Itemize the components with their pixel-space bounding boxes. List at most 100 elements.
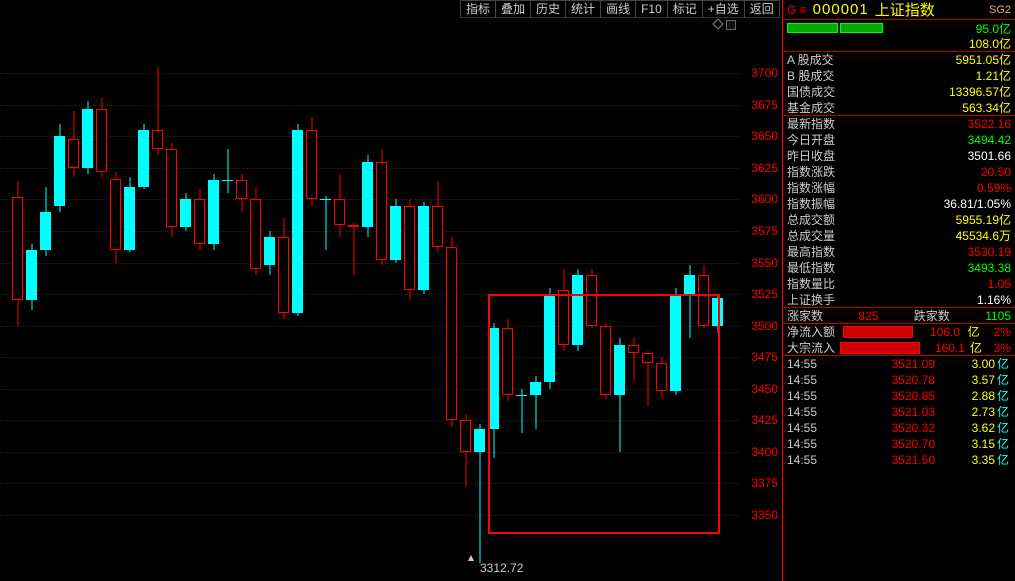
candle[interactable]	[264, 231, 275, 275]
value: 3493.38	[968, 260, 1011, 276]
low-annotation: 3312.72	[480, 561, 523, 575]
tick-feed: 14:553521.093.00亿14:553520.783.57亿14:553…	[783, 356, 1015, 468]
tick-unit: 亿	[995, 372, 1011, 388]
candle[interactable]	[320, 196, 331, 250]
diamond-icon[interactable]	[712, 18, 723, 29]
y-tick: 3625	[751, 161, 778, 175]
tick-price: 3520.85	[833, 388, 935, 404]
info-row: 指数涨幅0.59%	[783, 180, 1015, 196]
info-row: 总成交量45534.6万	[783, 228, 1015, 244]
tick-row: 14:553521.503.35亿	[783, 452, 1015, 468]
candle[interactable]	[334, 174, 345, 237]
gridline	[0, 73, 740, 74]
inflow-unit: 亿	[967, 324, 979, 340]
menu-标记[interactable]: 标记	[668, 1, 703, 18]
tick-row: 14:553521.093.00亿	[783, 356, 1015, 372]
candle[interactable]	[110, 172, 121, 263]
candle[interactable]	[96, 98, 107, 176]
y-tick: 3425	[751, 413, 778, 427]
y-tick: 3575	[751, 224, 778, 238]
stock-name[interactable]: 上证指数	[875, 0, 935, 20]
menu-历史[interactable]: 历史	[531, 1, 566, 18]
inflow-row: 净流入额106.0亿2%	[783, 324, 1015, 340]
menu-统计[interactable]: 统计	[566, 1, 601, 18]
value: 563.34亿	[962, 100, 1011, 116]
tick-time: 14:55	[787, 452, 833, 468]
value: 1.05	[988, 276, 1011, 292]
info-row: 基金成交563.34亿	[783, 100, 1015, 116]
candle[interactable]	[194, 189, 205, 250]
menu-F10[interactable]: F10	[636, 1, 668, 18]
menu-+自选[interactable]: +自选	[703, 1, 745, 18]
info-row: 国债成交13396.57亿	[783, 84, 1015, 100]
candle[interactable]	[26, 244, 37, 311]
bar-val-2: 108.0亿	[957, 35, 1011, 52]
candle[interactable]	[306, 117, 317, 205]
candle[interactable]	[362, 155, 373, 237]
vol-bars-2: 108.0亿	[783, 36, 1015, 52]
tick-price: 3521.03	[833, 404, 935, 420]
candle[interactable]	[418, 202, 429, 294]
candle[interactable]	[404, 199, 415, 300]
candle[interactable]	[460, 414, 471, 487]
inflow-val: 106.0	[920, 324, 960, 340]
stock-code[interactable]: 000001	[813, 1, 869, 18]
info-row: 指数量比 1.05	[783, 276, 1015, 292]
candle[interactable]	[348, 222, 359, 275]
label: 指数量比	[787, 276, 835, 292]
tick-vol: 3.00	[935, 356, 995, 372]
arrow-up-icon	[468, 555, 474, 561]
label: 最高指数	[787, 244, 835, 260]
candle[interactable]	[12, 181, 23, 326]
y-tick: 3675	[751, 98, 778, 112]
tick-price: 3520.78	[833, 372, 935, 388]
inflow-pct: 2%	[987, 324, 1011, 340]
candle[interactable]	[124, 177, 135, 253]
candle[interactable]	[432, 181, 443, 253]
tick-price: 3521.09	[833, 356, 935, 372]
inflow-bar	[840, 342, 920, 354]
candle[interactable]	[208, 174, 219, 250]
candle[interactable]	[68, 111, 79, 177]
chart-area[interactable]: 3312.72	[0, 18, 740, 578]
candle[interactable]	[138, 124, 149, 190]
candle[interactable]	[278, 218, 289, 319]
chart-icon-bar	[714, 20, 736, 30]
tick-row: 14:553520.783.57亿	[783, 372, 1015, 388]
candle[interactable]	[236, 174, 247, 212]
menu-指标[interactable]: 指标	[460, 1, 496, 18]
candle[interactable]	[82, 101, 93, 174]
menu-返回[interactable]: 返回	[745, 1, 780, 18]
candle[interactable]	[40, 187, 51, 256]
candle[interactable]	[54, 124, 65, 212]
info-row: B 股成交 1.21亿	[783, 68, 1015, 84]
candle[interactable]	[152, 67, 163, 155]
candle[interactable]	[222, 149, 233, 193]
candle[interactable]	[166, 143, 177, 238]
candle[interactable]	[376, 149, 387, 265]
value: 1.21亿	[976, 68, 1011, 84]
panel-title: G ≡ 000001 上证指数 SG2	[783, 0, 1015, 20]
y-tick: 3450	[751, 382, 778, 396]
tick-unit: 亿	[995, 356, 1011, 372]
y-tick: 3525	[751, 287, 778, 301]
value: 5955.19亿	[956, 212, 1011, 228]
candle[interactable]	[390, 199, 401, 262]
up-label: 涨家数	[787, 308, 823, 324]
candle[interactable]	[250, 187, 261, 275]
label: B 股成交	[787, 68, 834, 84]
tick-price: 3520.32	[833, 420, 935, 436]
window-icon[interactable]	[726, 20, 736, 30]
candle[interactable]	[292, 124, 303, 316]
menu-画线[interactable]: 画线	[601, 1, 636, 18]
bar-1a	[787, 23, 838, 33]
tick-unit: 亿	[995, 388, 1011, 404]
sg-tag[interactable]: SG2	[989, 4, 1011, 16]
candle[interactable]	[474, 424, 485, 563]
candle[interactable]	[446, 237, 457, 426]
y-tick: 3600	[751, 192, 778, 206]
tick-unit: 亿	[995, 452, 1011, 468]
menu-叠加[interactable]: 叠加	[496, 1, 531, 18]
candle[interactable]	[180, 193, 191, 231]
tick-price: 3520.70	[833, 436, 935, 452]
